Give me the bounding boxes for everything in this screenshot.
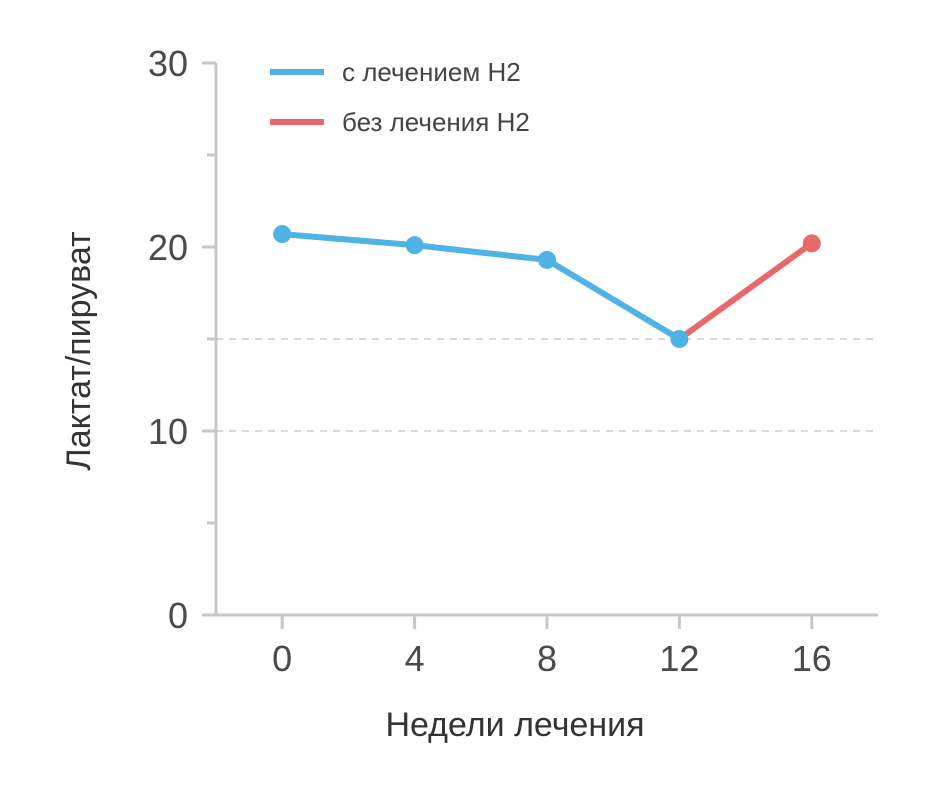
- x-tick-label: 12: [659, 638, 699, 679]
- x-tick-label: 4: [405, 638, 425, 679]
- y-tick-label: 0: [168, 595, 188, 636]
- series-line-0: [279, 231, 683, 342]
- data-point: [273, 225, 292, 244]
- reference-lines: [216, 338, 878, 432]
- legend-label-0: с лечением H2: [342, 57, 521, 87]
- series-lines: [279, 231, 815, 342]
- legend-label-1: без лечения H2: [342, 107, 530, 137]
- x-axis-title: Недели лечения: [385, 706, 644, 744]
- data-point: [405, 236, 424, 255]
- y-tick-label: 20: [148, 227, 188, 268]
- series-points: [273, 225, 821, 348]
- y-tick-label: 10: [148, 411, 188, 452]
- x-tick-label: 16: [792, 638, 832, 679]
- y-axis-title: Лактат/пируват: [60, 231, 98, 470]
- x-tick-label: 0: [272, 638, 292, 679]
- x-tick-label: 8: [537, 638, 557, 679]
- data-point: [670, 330, 689, 348]
- ticks: 0 10 20 30 0 4 8 12 16: [148, 43, 832, 679]
- data-point: [538, 250, 556, 269]
- data-point: [802, 234, 821, 253]
- legend: с лечением H2 без лечения H2: [270, 57, 530, 137]
- series-line-1: [676, 240, 815, 342]
- y-tick-label: 30: [148, 43, 188, 84]
